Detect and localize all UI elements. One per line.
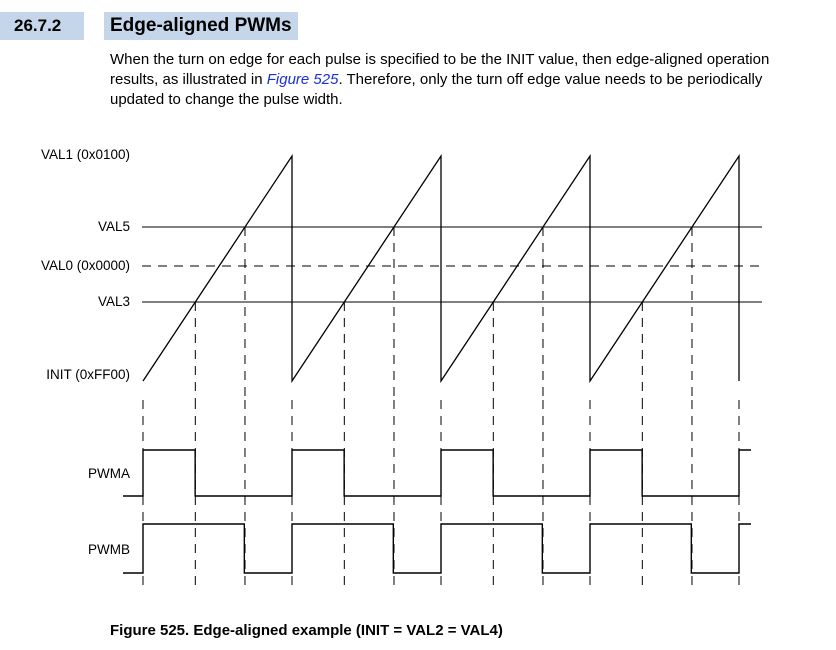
- label-val0: VAL0 (0x0000): [41, 258, 130, 273]
- label-pwma: PWMA: [88, 466, 130, 481]
- section-title: Edge-aligned PWMs: [104, 12, 298, 40]
- label-val5: VAL5: [98, 219, 130, 234]
- pwmb-line: [123, 523, 751, 574]
- label-val1: VAL1 (0x0100): [41, 147, 130, 162]
- intro-text-before: When the turn on edge for each pulse is …: [110, 51, 770, 88]
- label-init: INIT (0xFF00): [46, 367, 130, 382]
- pwma-line: [123, 449, 751, 497]
- counter-ramp: [142, 153, 740, 384]
- figure-caption: Figure 525. Edge-aligned example (INIT =…: [110, 622, 503, 639]
- intro-text-after: . Therefore, only the turn off edge valu…: [110, 71, 763, 108]
- section-number: 26.7.2: [0, 12, 84, 40]
- sawtooth-line: [142, 153, 740, 384]
- figure-link[interactable]: Figure 525: [266, 71, 339, 88]
- label-val3: VAL3: [98, 294, 130, 309]
- pwma-waveform: [123, 449, 751, 497]
- label-pwmb: PWMB: [88, 542, 130, 557]
- pwmb-waveform: [123, 523, 751, 574]
- intro-paragraph: When the turn on edge for each pulse is …: [110, 50, 790, 110]
